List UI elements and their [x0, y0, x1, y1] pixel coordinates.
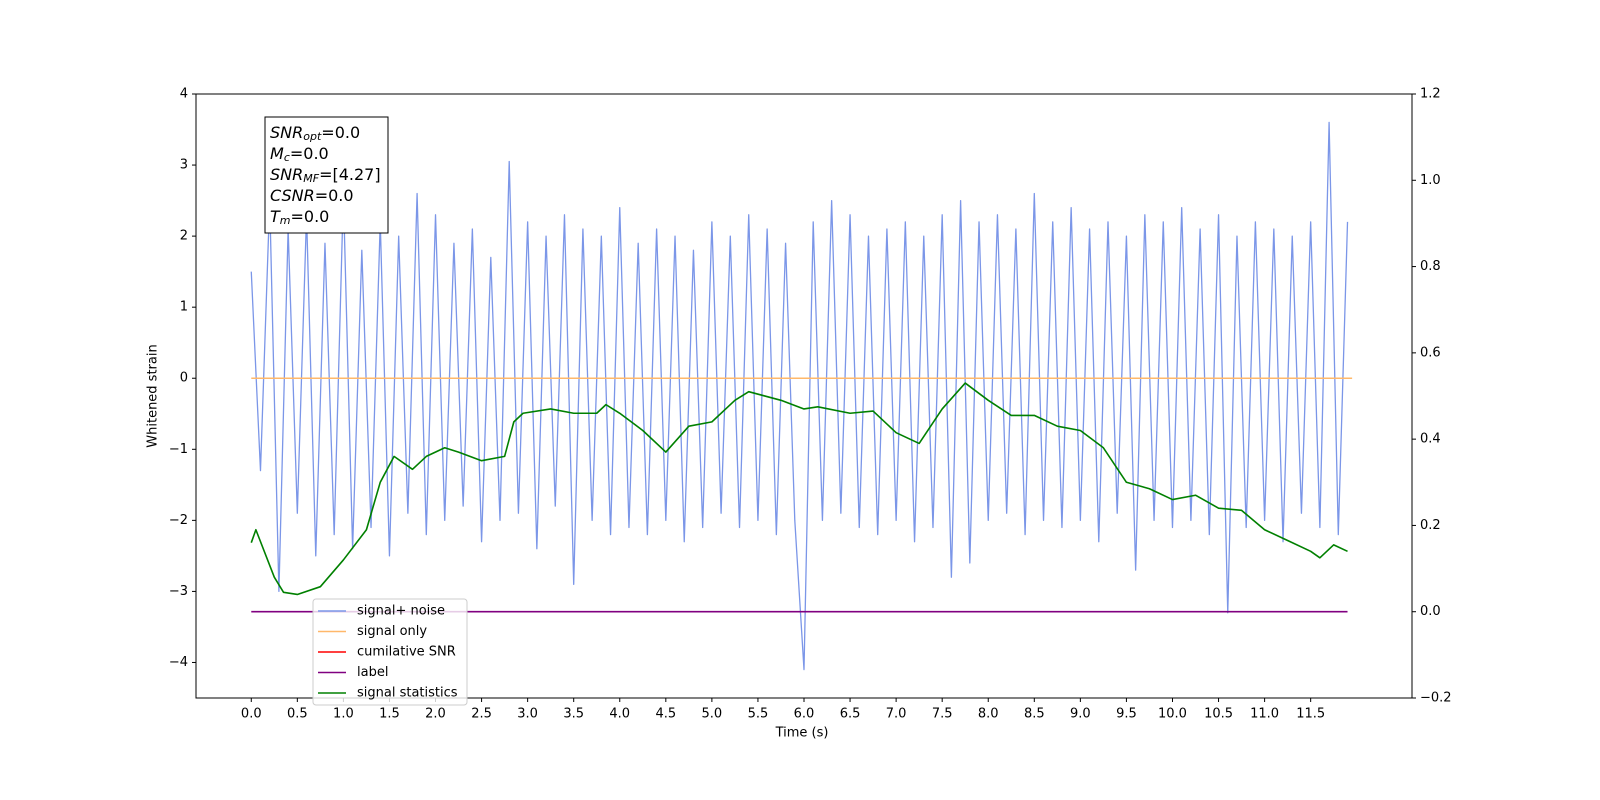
x-tick-label: 7.0 [886, 707, 907, 722]
x-tick-label: 9.0 [1070, 707, 1091, 722]
annotation-base: M [270, 144, 284, 163]
annotation: Mc=0.0 [270, 144, 329, 165]
y2-tick-label: 0.6 [1420, 345, 1441, 360]
y2-tick-label: 1.0 [1420, 173, 1441, 188]
x-tick-label: 0.5 [287, 707, 308, 722]
annotation-rest: =[4.27] [319, 165, 381, 184]
y2-tick-label: 0.0 [1420, 604, 1441, 619]
y-tick-label: −2 [169, 513, 188, 528]
annotation-base: CSNR [270, 186, 315, 205]
annotation-base: T [270, 207, 281, 226]
annotation-sub: opt [303, 130, 322, 143]
annotation-box [264, 116, 389, 234]
y-tick-label: 2 [180, 229, 188, 244]
x-tick-label: 2.0 [425, 707, 446, 722]
annotation-base: SNR [270, 165, 303, 184]
x-tick-label: 8.0 [978, 707, 999, 722]
annotation-sub: m [280, 214, 291, 227]
legend-box [312, 598, 468, 706]
legend-label: signal only [357, 624, 427, 639]
annotation-sub: MF [303, 172, 319, 185]
y2-tick-label: 1.2 [1420, 87, 1441, 102]
y2-tick-label: 0.2 [1420, 518, 1441, 533]
legend-label: cumilative SNR [357, 645, 456, 660]
y2-tick-label: 0.4 [1420, 432, 1441, 447]
x-tick-label: 4.0 [609, 707, 630, 722]
x-tick-label: 6.0 [794, 707, 815, 722]
plot-frame [195, 93, 1413, 699]
x-tick-label: 2.5 [471, 707, 492, 722]
y-tick-label: 0 [180, 371, 188, 386]
y-tick-label: −3 [169, 584, 188, 599]
legend-label: signal+ noise [357, 604, 445, 619]
annotation: SNRopt=0.0 [270, 123, 360, 144]
annotation-base: SNR [270, 123, 303, 142]
y-tick-label: 4 [180, 87, 188, 102]
annotation: SNRMF=[4.27] [270, 165, 381, 186]
y-tick-label: 1 [180, 300, 188, 315]
legend-label: label [357, 665, 388, 680]
x-tick-label: 11.5 [1296, 707, 1325, 722]
series-line [250, 382, 1348, 596]
x-tick-label: 5.0 [702, 707, 723, 722]
y-axis-label: Whitened strain [146, 344, 161, 447]
y2-tick-label: 0.8 [1420, 259, 1441, 274]
x-tick-label: 9.5 [1116, 707, 1137, 722]
y-tick-label: −1 [169, 442, 188, 457]
annotation-rest: =0.0 [291, 207, 330, 226]
series-line [250, 121, 1349, 671]
annotation-sub: c [284, 151, 290, 164]
x-tick-label: 8.5 [1024, 707, 1045, 722]
annotation: Tm=0.0 [270, 207, 329, 228]
x-tick-label: 10.0 [1158, 707, 1187, 722]
x-tick-label: 6.5 [840, 707, 861, 722]
x-tick-label: 5.5 [748, 707, 769, 722]
x-axis-label: Time (s) [775, 726, 829, 741]
y-tick-label: −4 [169, 655, 188, 670]
x-tick-label: 10.5 [1204, 707, 1233, 722]
annotation: CSNR=0.0 [270, 186, 354, 205]
x-tick-label: 3.0 [517, 707, 538, 722]
legend-label: signal statistics [357, 686, 458, 701]
y-tick-label: 3 [180, 158, 188, 173]
x-tick-label: 7.5 [932, 707, 953, 722]
x-tick-label: 4.5 [655, 707, 676, 722]
x-tick-label: 1.5 [379, 707, 400, 722]
x-tick-label: 11.0 [1250, 707, 1279, 722]
y2-tick-label: −0.2 [1420, 691, 1452, 706]
x-tick-label: 0.0 [241, 707, 262, 722]
annotation-rest: =0.0 [290, 144, 329, 163]
annotation-rest: =0.0 [315, 186, 354, 205]
annotation-rest: =0.0 [321, 123, 360, 142]
x-tick-label: 3.5 [563, 707, 584, 722]
x-tick-label: 1.0 [333, 707, 354, 722]
